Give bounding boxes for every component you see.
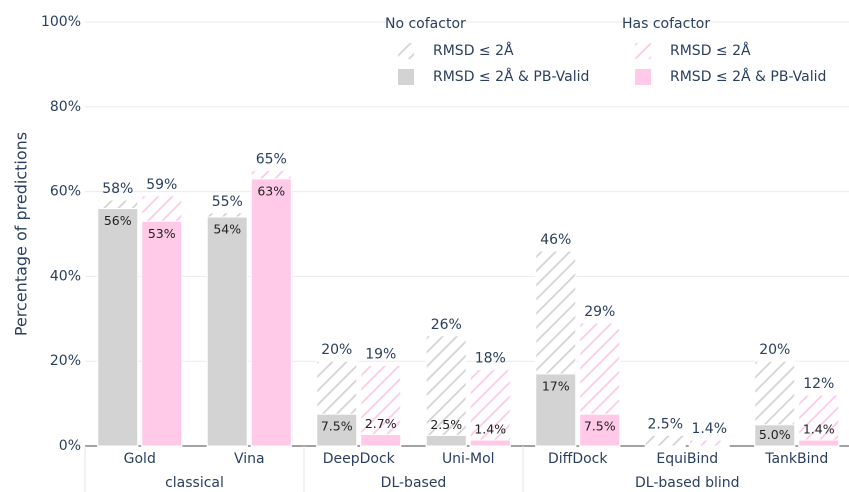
- x-tick-label: Gold: [124, 451, 156, 467]
- bar-hatched: [688, 439, 730, 447]
- y-axis-label: Percentage of predictions: [12, 132, 31, 336]
- bar-solid: [754, 424, 796, 447]
- data-label: 1.4%: [474, 422, 506, 437]
- legend-label: RMSD ≤ 2Å & PB-Valid: [433, 68, 589, 85]
- data-label: 59%: [146, 177, 177, 193]
- bar-hatched: [469, 369, 511, 447]
- x-tick-label: Vina: [234, 451, 265, 467]
- bar-solid: [535, 373, 577, 447]
- bar-solid: [579, 413, 621, 447]
- legend-swatch: [635, 43, 651, 59]
- y-tick-label: 20%: [50, 353, 81, 369]
- data-label: 20%: [321, 342, 352, 358]
- data-label: 56%: [104, 213, 132, 228]
- bar-hatched: [644, 434, 686, 447]
- data-label: 53%: [148, 226, 176, 241]
- data-label: 1.4%: [691, 421, 727, 437]
- bar-solid: [316, 413, 358, 447]
- bar-hatched: [425, 335, 467, 447]
- bar-hatched: [360, 364, 402, 447]
- x-tick-label: DiffDock: [548, 451, 608, 467]
- legend-label: RMSD ≤ 2Å: [670, 42, 751, 59]
- x-tick-label: Uni-Mol: [442, 451, 495, 467]
- data-label: 7.5%: [321, 419, 353, 434]
- bar-solid: [97, 208, 139, 447]
- data-label: 1.4%: [803, 422, 835, 437]
- data-label: 29%: [584, 304, 615, 320]
- y-tick-label: 80%: [50, 99, 81, 115]
- legend-swatch: [398, 69, 414, 85]
- data-label: 46%: [540, 232, 571, 248]
- legend-swatch: [398, 43, 414, 59]
- bar-solid: [798, 439, 840, 447]
- group-label: classical: [165, 475, 224, 491]
- bar-solid: [425, 434, 467, 447]
- data-label: 7.5%: [584, 419, 616, 434]
- legend-swatch: [635, 69, 651, 85]
- data-label: 20%: [759, 342, 790, 358]
- data-label: 26%: [431, 317, 462, 333]
- legend-label: RMSD ≤ 2Å & PB-Valid: [670, 68, 826, 85]
- data-label: 5.0%: [759, 427, 791, 442]
- x-tick-label: TankBind: [764, 451, 828, 467]
- bar-solid: [141, 220, 183, 447]
- data-label: 2.5%: [430, 417, 462, 432]
- legend-label: RMSD ≤ 2Å: [433, 42, 514, 59]
- y-tick-label: 40%: [50, 268, 81, 284]
- data-label: 19%: [365, 346, 396, 362]
- bar-solid: [250, 178, 292, 447]
- group-label: DL-based: [381, 475, 447, 491]
- y-tick-label: 60%: [50, 184, 81, 200]
- data-label: 54%: [213, 222, 241, 237]
- y-tick-label: 100%: [41, 14, 81, 30]
- data-label: 63%: [257, 183, 285, 198]
- x-tick-label: EquiBind: [656, 451, 718, 467]
- y-tick-label: 0%: [59, 438, 81, 454]
- data-label: 2.7%: [365, 416, 397, 431]
- legend-title: No cofactor: [385, 16, 466, 32]
- bar-solid: [360, 434, 402, 447]
- data-label: 58%: [102, 181, 133, 197]
- data-label: 18%: [475, 351, 506, 367]
- legend-title: Has cofactor: [622, 16, 710, 32]
- bar-solid: [469, 439, 511, 447]
- data-label: 12%: [803, 376, 834, 392]
- bar-solid: [206, 216, 248, 447]
- bar-hatched: [798, 394, 840, 447]
- data-label: 65%: [256, 151, 287, 167]
- group-label: DL-based blind: [635, 475, 740, 491]
- data-label: 2.5%: [647, 416, 683, 432]
- x-tick-label: DeepDock: [323, 451, 396, 467]
- data-label: 17%: [542, 378, 570, 393]
- data-label: 55%: [212, 194, 243, 210]
